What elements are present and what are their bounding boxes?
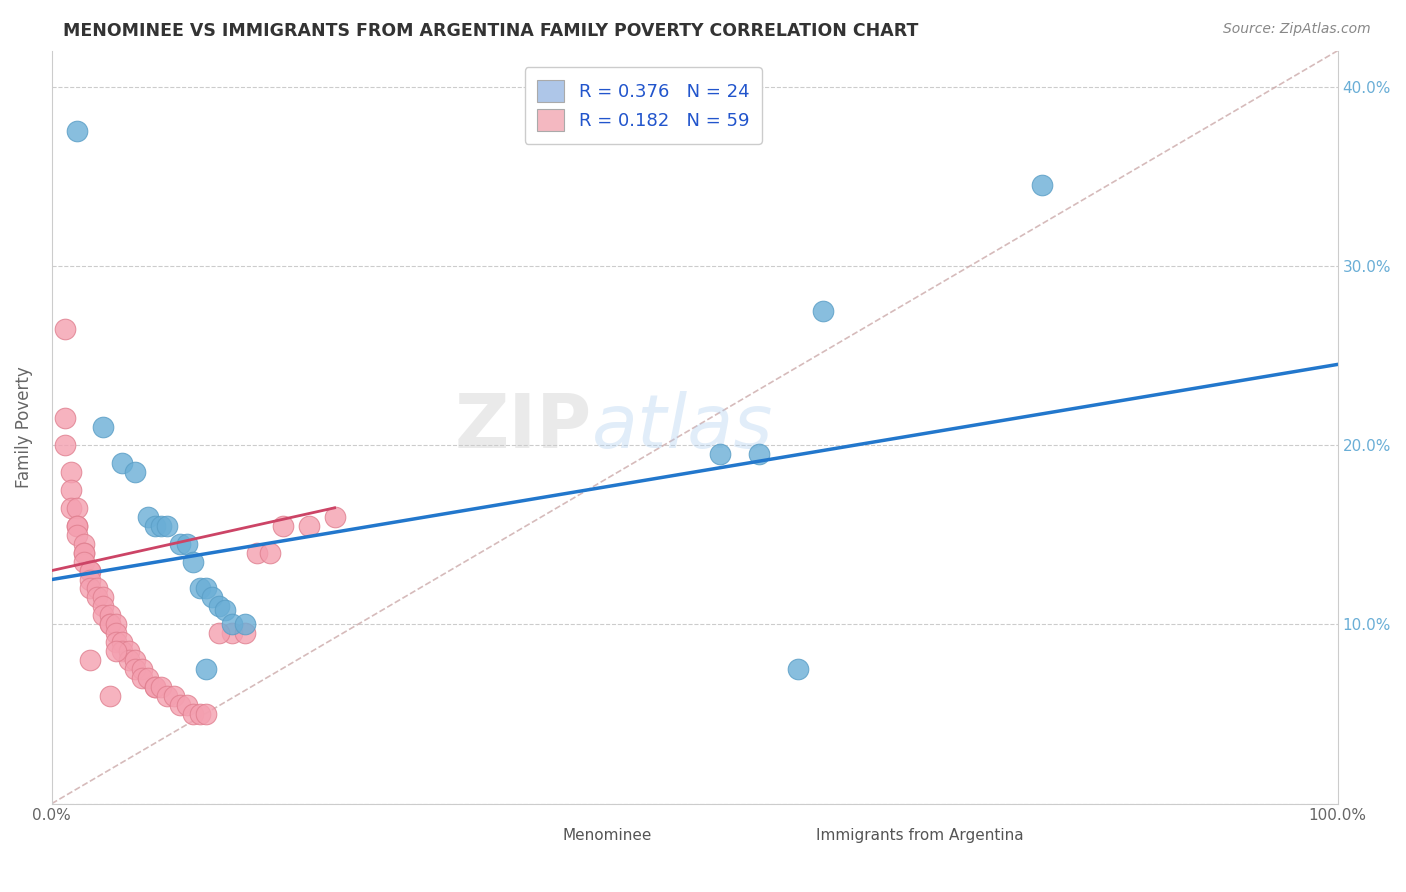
Point — [233, 617, 256, 632]
Point — [124, 653, 146, 667]
Point — [188, 582, 211, 596]
Point — [124, 662, 146, 676]
Text: Menominee: Menominee — [562, 829, 652, 843]
Point — [111, 635, 134, 649]
Point — [79, 564, 101, 578]
Point — [208, 599, 231, 614]
Point — [98, 608, 121, 623]
Point — [60, 465, 83, 479]
Point — [79, 582, 101, 596]
Point — [86, 591, 108, 605]
Text: MENOMINEE VS IMMIGRANTS FROM ARGENTINA FAMILY POVERTY CORRELATION CHART: MENOMINEE VS IMMIGRANTS FROM ARGENTINA F… — [63, 22, 918, 40]
Point — [221, 626, 243, 640]
Point — [131, 671, 153, 685]
Point — [98, 689, 121, 703]
Point — [124, 465, 146, 479]
Point — [298, 518, 321, 533]
Point — [105, 635, 128, 649]
Point — [136, 509, 159, 524]
Point — [53, 321, 76, 335]
Point — [150, 518, 173, 533]
Point — [748, 447, 770, 461]
Point — [53, 438, 76, 452]
Point — [246, 546, 269, 560]
Point — [66, 518, 89, 533]
Text: atlas: atlas — [592, 392, 773, 463]
Point — [118, 644, 141, 658]
Point — [150, 680, 173, 694]
Point — [195, 662, 218, 676]
Point — [60, 500, 83, 515]
Point — [214, 603, 236, 617]
Point — [66, 527, 89, 541]
Point — [163, 689, 186, 703]
Point — [786, 662, 808, 676]
Point — [98, 617, 121, 632]
Point — [79, 564, 101, 578]
Point — [201, 591, 224, 605]
Point — [73, 546, 96, 560]
Point — [259, 546, 281, 560]
Point — [79, 573, 101, 587]
Point — [709, 447, 731, 461]
Point — [156, 689, 179, 703]
Point — [143, 680, 166, 694]
Point — [105, 644, 128, 658]
Point — [169, 537, 191, 551]
Point — [105, 617, 128, 632]
Y-axis label: Family Poverty: Family Poverty — [15, 367, 32, 488]
Point — [233, 626, 256, 640]
Point — [143, 518, 166, 533]
Point — [91, 608, 114, 623]
Point — [73, 555, 96, 569]
Point — [169, 698, 191, 712]
Point — [221, 617, 243, 632]
Point — [66, 518, 89, 533]
Point — [91, 599, 114, 614]
Point — [66, 500, 89, 515]
Point — [98, 617, 121, 632]
Point — [188, 706, 211, 721]
Point — [181, 555, 204, 569]
Point — [73, 537, 96, 551]
Point — [111, 456, 134, 470]
Point — [111, 644, 134, 658]
Point — [91, 420, 114, 434]
Text: Source: ZipAtlas.com: Source: ZipAtlas.com — [1223, 22, 1371, 37]
Point — [60, 483, 83, 497]
Point — [208, 626, 231, 640]
Point — [118, 653, 141, 667]
Legend: R = 0.376   N = 24, R = 0.182   N = 59: R = 0.376 N = 24, R = 0.182 N = 59 — [524, 67, 762, 144]
Text: ZIP: ZIP — [454, 391, 592, 464]
Point — [73, 546, 96, 560]
Point — [181, 706, 204, 721]
Point — [79, 653, 101, 667]
Point — [323, 509, 346, 524]
Point — [176, 698, 198, 712]
Point — [66, 124, 89, 138]
Point — [105, 626, 128, 640]
Point — [143, 680, 166, 694]
Text: Immigrants from Argentina: Immigrants from Argentina — [815, 829, 1024, 843]
Point — [136, 671, 159, 685]
Point — [195, 706, 218, 721]
Point — [156, 518, 179, 533]
Point — [195, 582, 218, 596]
Point — [176, 537, 198, 551]
Point — [271, 518, 294, 533]
Point — [53, 411, 76, 425]
Point — [1031, 178, 1053, 193]
Point — [86, 582, 108, 596]
Point — [91, 591, 114, 605]
Point — [131, 662, 153, 676]
Point — [813, 303, 835, 318]
